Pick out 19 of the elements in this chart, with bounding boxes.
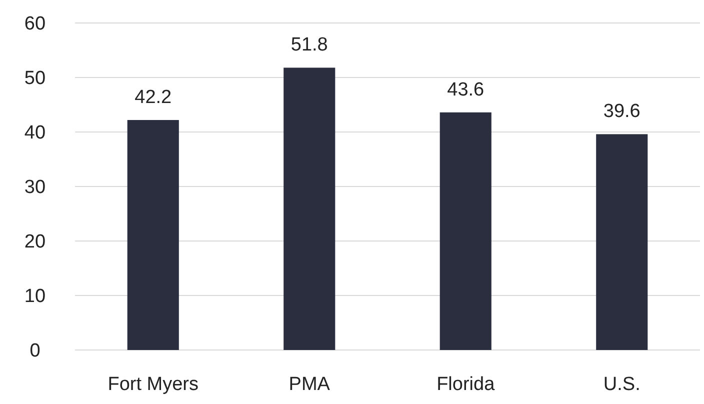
bar: [284, 68, 336, 350]
y-tick-label: 50: [24, 68, 46, 90]
data-label: 43.6: [447, 79, 484, 100]
bar: [440, 112, 492, 350]
y-tick-label: 0: [30, 340, 40, 362]
y-tick-label: 10: [24, 286, 46, 308]
y-tick-label: 20: [24, 232, 46, 253]
data-label: 42.2: [134, 87, 172, 108]
y-tick-label: 30: [24, 177, 46, 198]
y-tick-label: 40: [24, 122, 46, 144]
bar: [596, 134, 648, 350]
data-label: 39.6: [603, 101, 640, 122]
bar: [127, 120, 179, 350]
x-tick-label: U.S.: [603, 374, 640, 395]
data-label: 51.8: [290, 34, 328, 56]
x-tick-label: Florida: [436, 374, 496, 395]
x-tick-label: Fort Myers: [108, 374, 199, 395]
y-tick-label: 60: [24, 14, 46, 35]
x-tick-label: PMA: [288, 374, 330, 395]
